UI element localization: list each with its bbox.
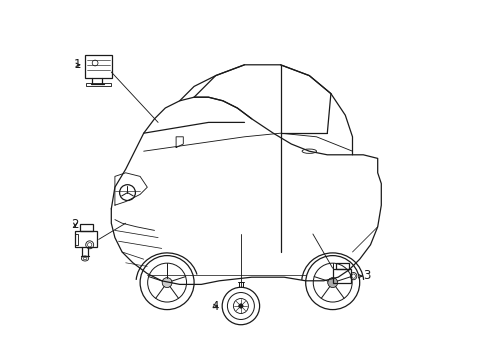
Text: 4: 4: [211, 300, 218, 312]
Bar: [332, 269, 351, 283]
Bar: [85, 55, 112, 78]
Circle shape: [238, 304, 243, 308]
Bar: [86, 83, 111, 86]
Text: 3: 3: [363, 269, 370, 282]
Text: 2: 2: [71, 219, 78, 231]
Text: 1: 1: [73, 58, 81, 71]
Bar: [75, 234, 78, 245]
Bar: [75, 231, 97, 247]
Circle shape: [327, 278, 337, 287]
Circle shape: [162, 278, 172, 287]
Bar: [80, 224, 92, 231]
Bar: [335, 263, 348, 269]
